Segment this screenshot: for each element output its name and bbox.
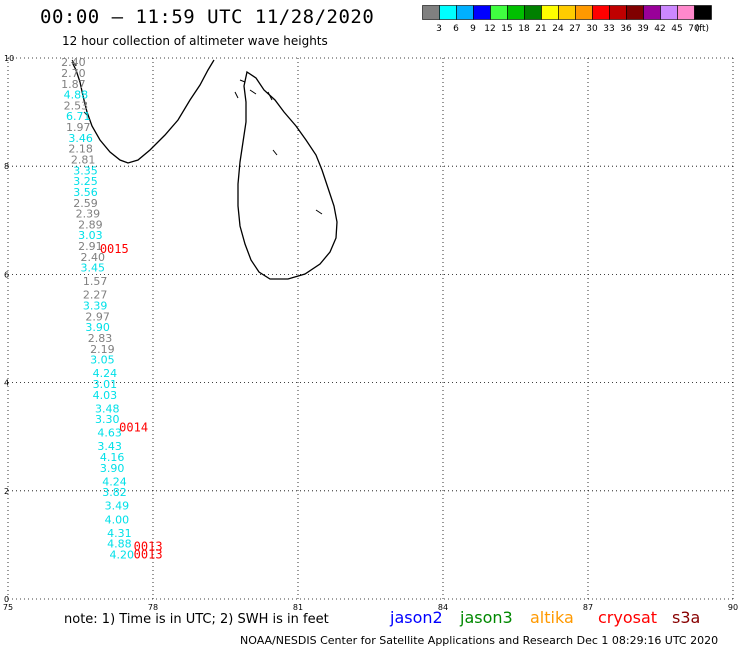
wave-height-value: 4.16 [100, 451, 125, 464]
wave-height-value: 6.71 [66, 110, 91, 123]
legend-label: 70 [688, 24, 700, 34]
wave-height-value: 3.46 [68, 132, 93, 145]
wave-height-value: 3.39 [83, 300, 108, 313]
wave-height-value: 3.45 [81, 262, 106, 275]
wave-height-value: 1.97 [66, 121, 91, 134]
wave-height-value: 3.90 [100, 462, 125, 475]
wave-height-value: 4.31 [107, 527, 132, 540]
lon-tick-label: 87 [583, 603, 593, 610]
wave-height-value: 4.88 [64, 89, 88, 102]
wave-height-value: 3.30 [95, 413, 120, 426]
satellite-cryosat: cryosat [598, 608, 658, 627]
sri-lanka-coastline [237, 70, 338, 280]
legend-label: 15 [501, 24, 512, 34]
legend-label: 12 [484, 24, 495, 34]
legend-label: 27 [569, 24, 580, 34]
wave-height-value: 4.00 [105, 513, 129, 526]
legend-swatch [694, 5, 712, 20]
wave-height-value: 4.63 [97, 427, 122, 440]
wave-height-value: 2.40 [81, 251, 106, 264]
satellite-altika: altika [530, 608, 574, 627]
lon-tick-label: 81 [293, 603, 303, 610]
chart-title: 00:00 – 11:59 UTC 11/28/2020 [40, 6, 375, 28]
wave-height-value: 4.24 [102, 475, 127, 488]
wave-height-value: 4.88 [107, 538, 132, 551]
wave-height-value: 2.83 [88, 332, 113, 345]
wave-height-value: 3.43 [97, 440, 122, 453]
legend-label: 39 [637, 24, 649, 34]
wave-height-value: 1.57 [83, 275, 108, 288]
wave-height-value: 2.81 [71, 153, 96, 166]
pass-time-label: 0014 [119, 420, 148, 434]
wave-height-value: 3.25 [73, 175, 98, 188]
satellite-jason2: jason2 [390, 608, 443, 627]
lat-tick-label: 6 [4, 270, 9, 279]
credit-line: NOAA/NESDIS Center for Satellite Applica… [240, 634, 719, 647]
wave-height-value: 1.87 [61, 78, 86, 91]
wave-height-value: 2.27 [83, 289, 108, 302]
map-grid [7, 57, 734, 600]
legend-label: 18 [518, 24, 530, 34]
lat-tick-label: 0 [4, 595, 9, 604]
satellite-jason3: jason3 [460, 608, 513, 627]
legend-label: 45 [671, 24, 682, 34]
wave-height-value: 3.03 [78, 229, 103, 242]
wave-height-value: 2.59 [73, 197, 98, 210]
legend-label: 21 [535, 24, 546, 34]
legend-label: 6 [453, 24, 459, 34]
lon-tick-label: 75 [3, 603, 13, 610]
lat-tick-label: 4 [4, 379, 9, 388]
wave-height-value: 2.89 [78, 218, 103, 231]
pass-time-label: 0013 [134, 539, 163, 553]
footer-note: note: 1) Time is in UTC; 2) SWH is in fe… [64, 612, 329, 627]
wave-height-value: 4.20 [110, 548, 135, 561]
chart-subtitle: 12 hour collection of altimeter wave hei… [62, 34, 328, 48]
axis-labels: 75 78 81 84 87 90 0 2 4 6 8 10 [3, 54, 738, 610]
lon-tick-label: 78 [148, 603, 158, 610]
wave-height-value: 3.90 [85, 321, 110, 334]
lon-tick-label: 90 [728, 603, 738, 610]
wave-height-value: 3.01 [93, 378, 118, 391]
wave-height-value: 2.70 [61, 67, 86, 80]
pass-time-label: 0015 [100, 242, 129, 256]
wave-height-value: 3.56 [73, 186, 98, 199]
lon-tick-label: 84 [438, 603, 448, 610]
satellite-s3a: s3a [672, 608, 701, 627]
wave-height-value: 3.48 [95, 402, 120, 415]
legend-label: 24 [552, 24, 564, 34]
wave-height-value: 3.82 [102, 486, 127, 499]
wave-height-value: 2.97 [85, 310, 110, 323]
legend-label: 9 [470, 24, 476, 34]
legend-label: 42 [654, 24, 665, 34]
legend-label: 36 [620, 24, 632, 34]
wave-height-value: 4.03 [93, 389, 118, 402]
legend-unit: (ft) [695, 24, 709, 34]
wave-height-value: 2.39 [76, 208, 101, 221]
lat-tick-label: 10 [4, 54, 14, 63]
wave-height-legend: 3 6 9 12 15 18 21 24 27 30 33 36 39 42 45 70(ft) [422, 5, 712, 34]
wave-height-value: 2.40 [61, 56, 86, 69]
legend-label: 3 [436, 24, 442, 34]
lat-tick-label: 8 [4, 162, 9, 171]
coastline [71, 59, 338, 280]
wave-height-observations: 2.402.701.874.882.536.711.973.462.182.81… [61, 56, 134, 561]
legend-label: 33 [603, 24, 614, 34]
wave-height-value: 3.49 [105, 500, 129, 513]
wave-height-value: 3.05 [90, 354, 115, 367]
wave-height-value: 2.18 [68, 143, 93, 156]
india-coastline [71, 59, 215, 164]
wave-height-value: 2.53 [64, 99, 88, 112]
islands [71, 59, 323, 215]
pass-time-label: 0013 [134, 547, 163, 561]
wave-height-value: 2.91 [78, 240, 103, 253]
wave-height-value: 2.19 [90, 343, 115, 356]
lat-tick-label: 2 [4, 487, 9, 496]
legend-label: 30 [586, 24, 598, 34]
wave-height-value: 4.24 [93, 367, 118, 380]
wave-height-value: 3.35 [73, 164, 98, 177]
